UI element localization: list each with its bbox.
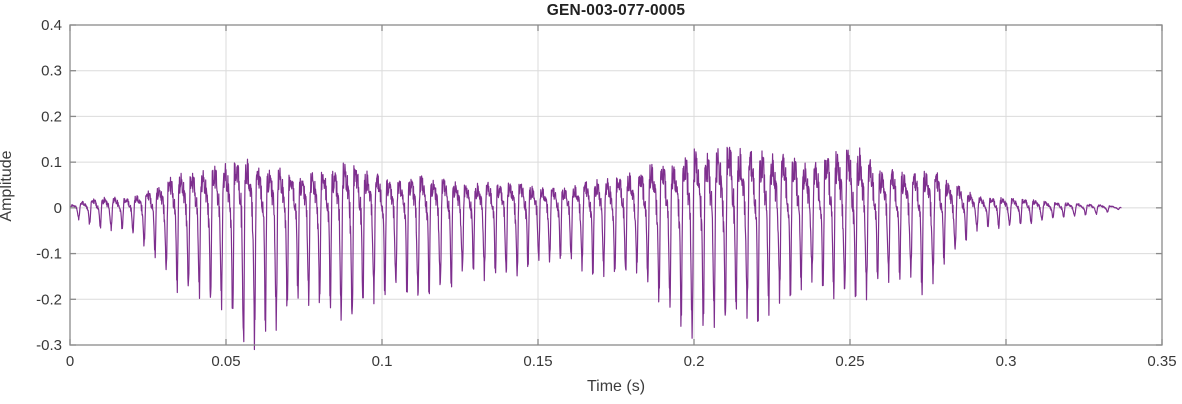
waveform-path [69,146,1122,351]
y-tick-label: 0.1 [41,154,62,171]
x-tick-label: 0.15 [523,353,552,370]
y-tick-label: 0.3 [41,63,62,80]
x-tick-label: 0.1 [372,353,393,370]
x-tick-label: 0.35 [1147,353,1176,370]
y-tick-label: 0.2 [41,108,62,125]
y-tick-label: 0 [54,200,62,217]
plot-box [69,24,1163,346]
y-tick-label: -0.2 [36,291,62,308]
x-tick-label: 0.05 [211,353,240,370]
y-tick-label: -0.1 [36,246,62,263]
y-tick-label: 0.4 [41,17,62,34]
x-tick-label: 0 [66,353,74,370]
x-axis-label: Time (s) [586,378,646,395]
chart-title: GEN-003-077-0005 [546,2,686,19]
y-tick-label: -0.3 [36,337,62,354]
x-tick-label: 0.2 [684,353,705,370]
x-tick-label: 0.3 [996,353,1017,370]
x-tick-label: 0.25 [835,353,864,370]
